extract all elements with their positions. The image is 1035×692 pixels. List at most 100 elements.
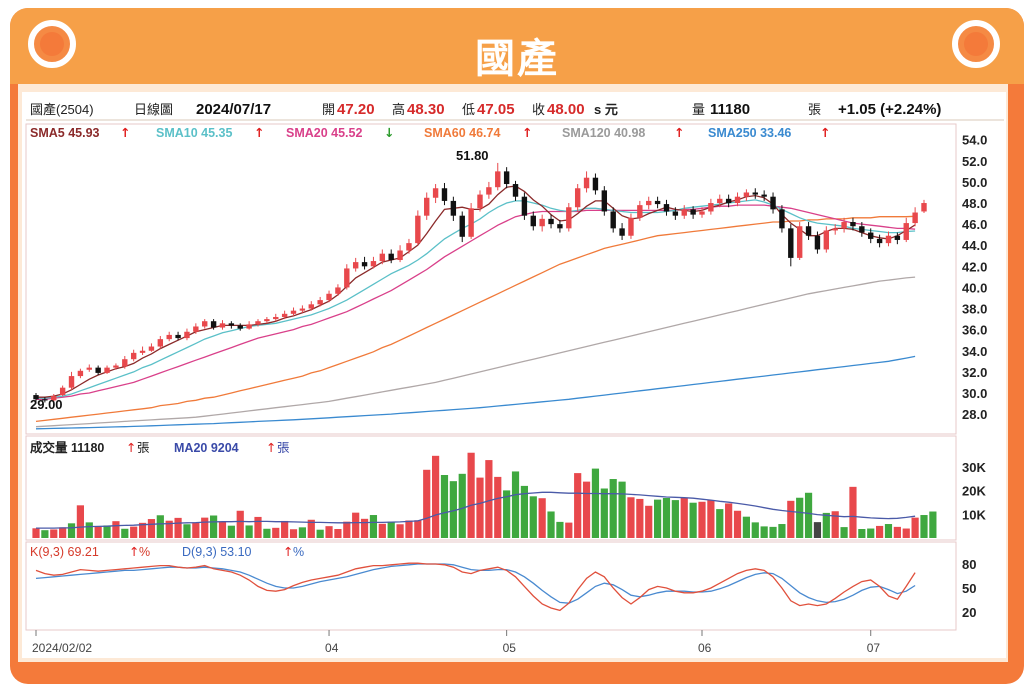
x-tick-label: 2024/02/02 [32,641,92,655]
candle-body [743,192,750,197]
trend-arrow: ↑ [126,440,136,455]
sma-legend-entry: SMA60 46.74 [424,126,500,140]
volume-bar [645,505,653,538]
trend-arrow: ↑ [674,125,684,140]
volume-bar [689,502,697,538]
volume-bar [565,522,573,538]
candle-body [823,230,830,250]
candle-body [335,287,341,294]
kd-panel [25,541,957,631]
volume-bar [360,518,369,538]
candle-body [166,334,172,340]
candle-body [885,235,892,244]
volume-bar [387,521,395,538]
trend-arrow: ↑ [120,125,130,140]
volume-ma-legend: MA20 9204 [174,441,239,455]
candle-body [841,222,847,229]
candle-body [503,171,510,185]
volume-bar [476,477,484,538]
candle-body [539,218,545,227]
volume-bar [449,481,457,538]
volume-bar [511,471,520,538]
price-tick-label: 40.0 [962,280,987,295]
price-tick-label: 50.0 [962,175,987,190]
volume-bar [742,516,750,538]
candle-body [717,198,723,204]
high-label: 高 [392,102,405,117]
volume-bar [112,521,120,538]
volume-bar [920,515,928,538]
volume-bar [281,520,289,538]
sma250-line [35,355,916,430]
candle-body [95,367,101,373]
k-legend: K(9,3) 69.21 [30,545,99,559]
volume-bar [32,528,40,538]
volume-bar [822,512,830,538]
candle-body [264,319,270,322]
candle-body [850,222,856,227]
volume-tick-label: 20K [962,484,986,499]
candle-body [113,365,119,368]
volume-bar [849,486,857,538]
candle-body [512,184,519,197]
volume-bar [103,525,111,538]
sma-legend-entry: SMA120 40.98 [562,126,645,140]
candle-body [184,331,190,339]
volume-bar [325,526,333,538]
volume-bar [662,497,671,538]
chart-date: 2024/07/17 [196,101,271,118]
volume-bar [503,490,511,538]
low-label: 低 [462,102,475,117]
candle-body [193,326,199,332]
low-value: 47.05 [477,101,515,118]
volume-bar [609,479,617,538]
candle-body [299,308,306,311]
candle-body [379,253,386,262]
low-annotation: 29.00 [30,397,63,412]
price-tick-label: 30.0 [962,386,987,401]
candle-body [601,190,608,212]
volume-bar [591,468,600,538]
high-annotation: 51.80 [456,148,489,163]
candle-body [210,321,217,328]
candle-body [202,321,208,327]
volume-label: 量 [692,102,705,117]
candle-body [637,205,643,218]
candle-body [130,352,137,360]
volume-bar [307,519,315,538]
volume-bar [876,525,884,538]
trend-arrow: ↑ [283,544,293,559]
volume-bar [494,476,502,538]
candle-body [397,250,403,261]
volume-bar [192,522,200,538]
chart-marks: 54.0 52.0 50.0 48.0 46.0 44.0 42.0 40.0 38.0 36.0… [30,133,987,655]
kd-tick-label: 20 [962,605,976,620]
candle-body [308,304,314,309]
k-line [35,562,916,612]
volume-bar [893,526,901,538]
volume-bar [174,517,182,538]
volume-bar [867,528,875,538]
candle-body [734,196,741,204]
volume-bar [245,525,253,538]
candle-body [139,350,146,353]
price-tick-label: 28.0 [962,407,987,422]
volume-bar [432,455,440,538]
candle-body [912,212,918,224]
volume-panel [25,435,957,541]
volume-bar [165,520,173,538]
price-tick-label: 34.0 [962,344,987,359]
stock-name: 國產(2504) [30,102,94,117]
open-label: 開 [322,102,335,117]
volume-bar [618,481,626,538]
volume-bar [778,524,786,538]
candle-body [779,209,785,229]
candle-body [566,207,572,229]
candle-body [33,395,39,400]
candle-body [752,192,758,195]
volume-bar [405,520,413,538]
candle-body [663,204,670,212]
chart-legends: SMA5 45.93 ↑ SMA10 45.35 ↑ SMA20 45.52 ↓ SMA60… [30,125,830,559]
sma120-line [35,276,916,428]
